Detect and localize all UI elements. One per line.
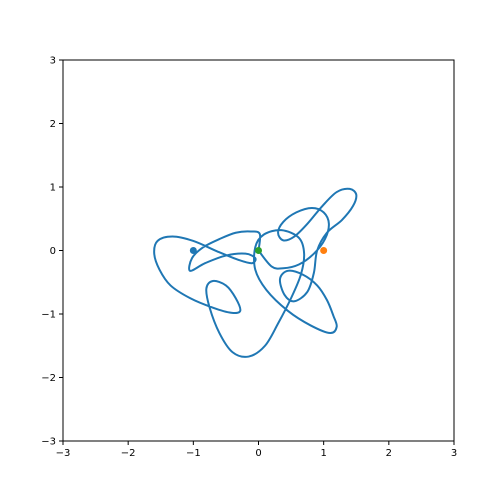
plot-area — [153, 187, 358, 358]
x-tick-label: 2 — [386, 448, 392, 459]
x-tick-label: −2 — [121, 448, 136, 459]
x-tick-label: 0 — [255, 448, 261, 459]
y-tick-label: 2 — [50, 119, 56, 130]
x-tick-label: −1 — [186, 448, 201, 459]
y-tick-label: 1 — [50, 183, 56, 194]
y-tick-label: −3 — [41, 437, 56, 448]
points-layer — [189, 247, 328, 254]
y-tick-label: 0 — [50, 246, 56, 257]
y-tick-label: −1 — [41, 310, 56, 321]
curve-layer — [153, 187, 358, 358]
x-tick-label: 3 — [451, 448, 457, 459]
y-tick-label: −2 — [41, 373, 56, 384]
point-marker-1 — [320, 247, 328, 254]
point-marker-2 — [255, 247, 262, 254]
y-axis: −3 −2 −1 0 1 2 3 — [41, 56, 63, 448]
point-marker-0 — [189, 247, 197, 254]
trajectory-curve-0 — [153, 187, 358, 358]
y-tick-label: 3 — [50, 56, 56, 67]
x-tick-label: −3 — [56, 448, 71, 459]
x-axis: −3 −2 −1 0 1 2 3 — [56, 441, 457, 459]
x-tick-label: 1 — [320, 448, 326, 459]
